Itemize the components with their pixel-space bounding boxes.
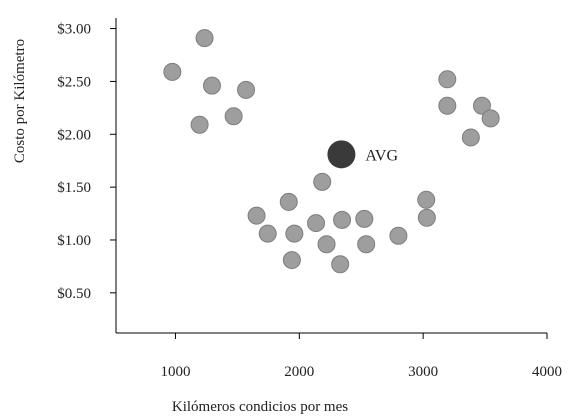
y-tick-label: $3.00 — [57, 22, 91, 38]
data-point — [195, 29, 214, 48]
data-point — [285, 224, 304, 243]
tick-marks — [110, 28, 548, 339]
y-tick-label: $2.50 — [57, 74, 91, 90]
data-point — [333, 210, 352, 229]
data-point — [472, 96, 491, 115]
data-point — [481, 109, 500, 128]
data-point — [224, 107, 243, 126]
data-point — [331, 255, 350, 274]
y-axis-label: Costo por Kilómetro — [12, 39, 28, 163]
y-tick-label: $0.50 — [57, 286, 91, 302]
data-point — [313, 172, 332, 191]
data-point — [357, 235, 376, 254]
data-point — [417, 208, 436, 227]
data-point — [461, 128, 480, 147]
y-tick-label: $1.50 — [57, 180, 91, 196]
tick-labels: 1000 2000 3000 4000 $0.50 $1.00 $1.50 $2.00 $2.5… — [57, 22, 562, 380]
average-point — [327, 140, 356, 169]
data-point — [202, 76, 221, 95]
data-point — [237, 80, 256, 99]
data-point — [190, 115, 209, 134]
data-point — [307, 214, 326, 233]
data-point — [438, 70, 457, 89]
x-tick-label: 1000 — [160, 364, 190, 380]
data-point — [389, 226, 408, 245]
x-axis-label: Kilómeros condicios por mes — [172, 399, 348, 415]
axes — [115, 18, 547, 334]
data-point — [247, 206, 266, 225]
x-tick-label: 4000 — [532, 364, 562, 380]
data-point — [282, 251, 301, 270]
x-tick-label: 3000 — [408, 364, 438, 380]
average-marker-group: AVG — [327, 140, 398, 169]
data-point — [417, 190, 436, 209]
data-point — [355, 209, 374, 228]
data-point — [438, 96, 457, 115]
data-point — [163, 62, 182, 81]
y-tick-label: $1.00 — [57, 233, 91, 249]
x-tick-label: 2000 — [284, 364, 314, 380]
data-point — [317, 235, 336, 254]
data-point — [258, 224, 277, 243]
data-point — [279, 192, 298, 211]
data-points — [163, 29, 500, 274]
average-label: AVG — [365, 147, 398, 164]
y-tick-label: $2.00 — [57, 127, 91, 143]
